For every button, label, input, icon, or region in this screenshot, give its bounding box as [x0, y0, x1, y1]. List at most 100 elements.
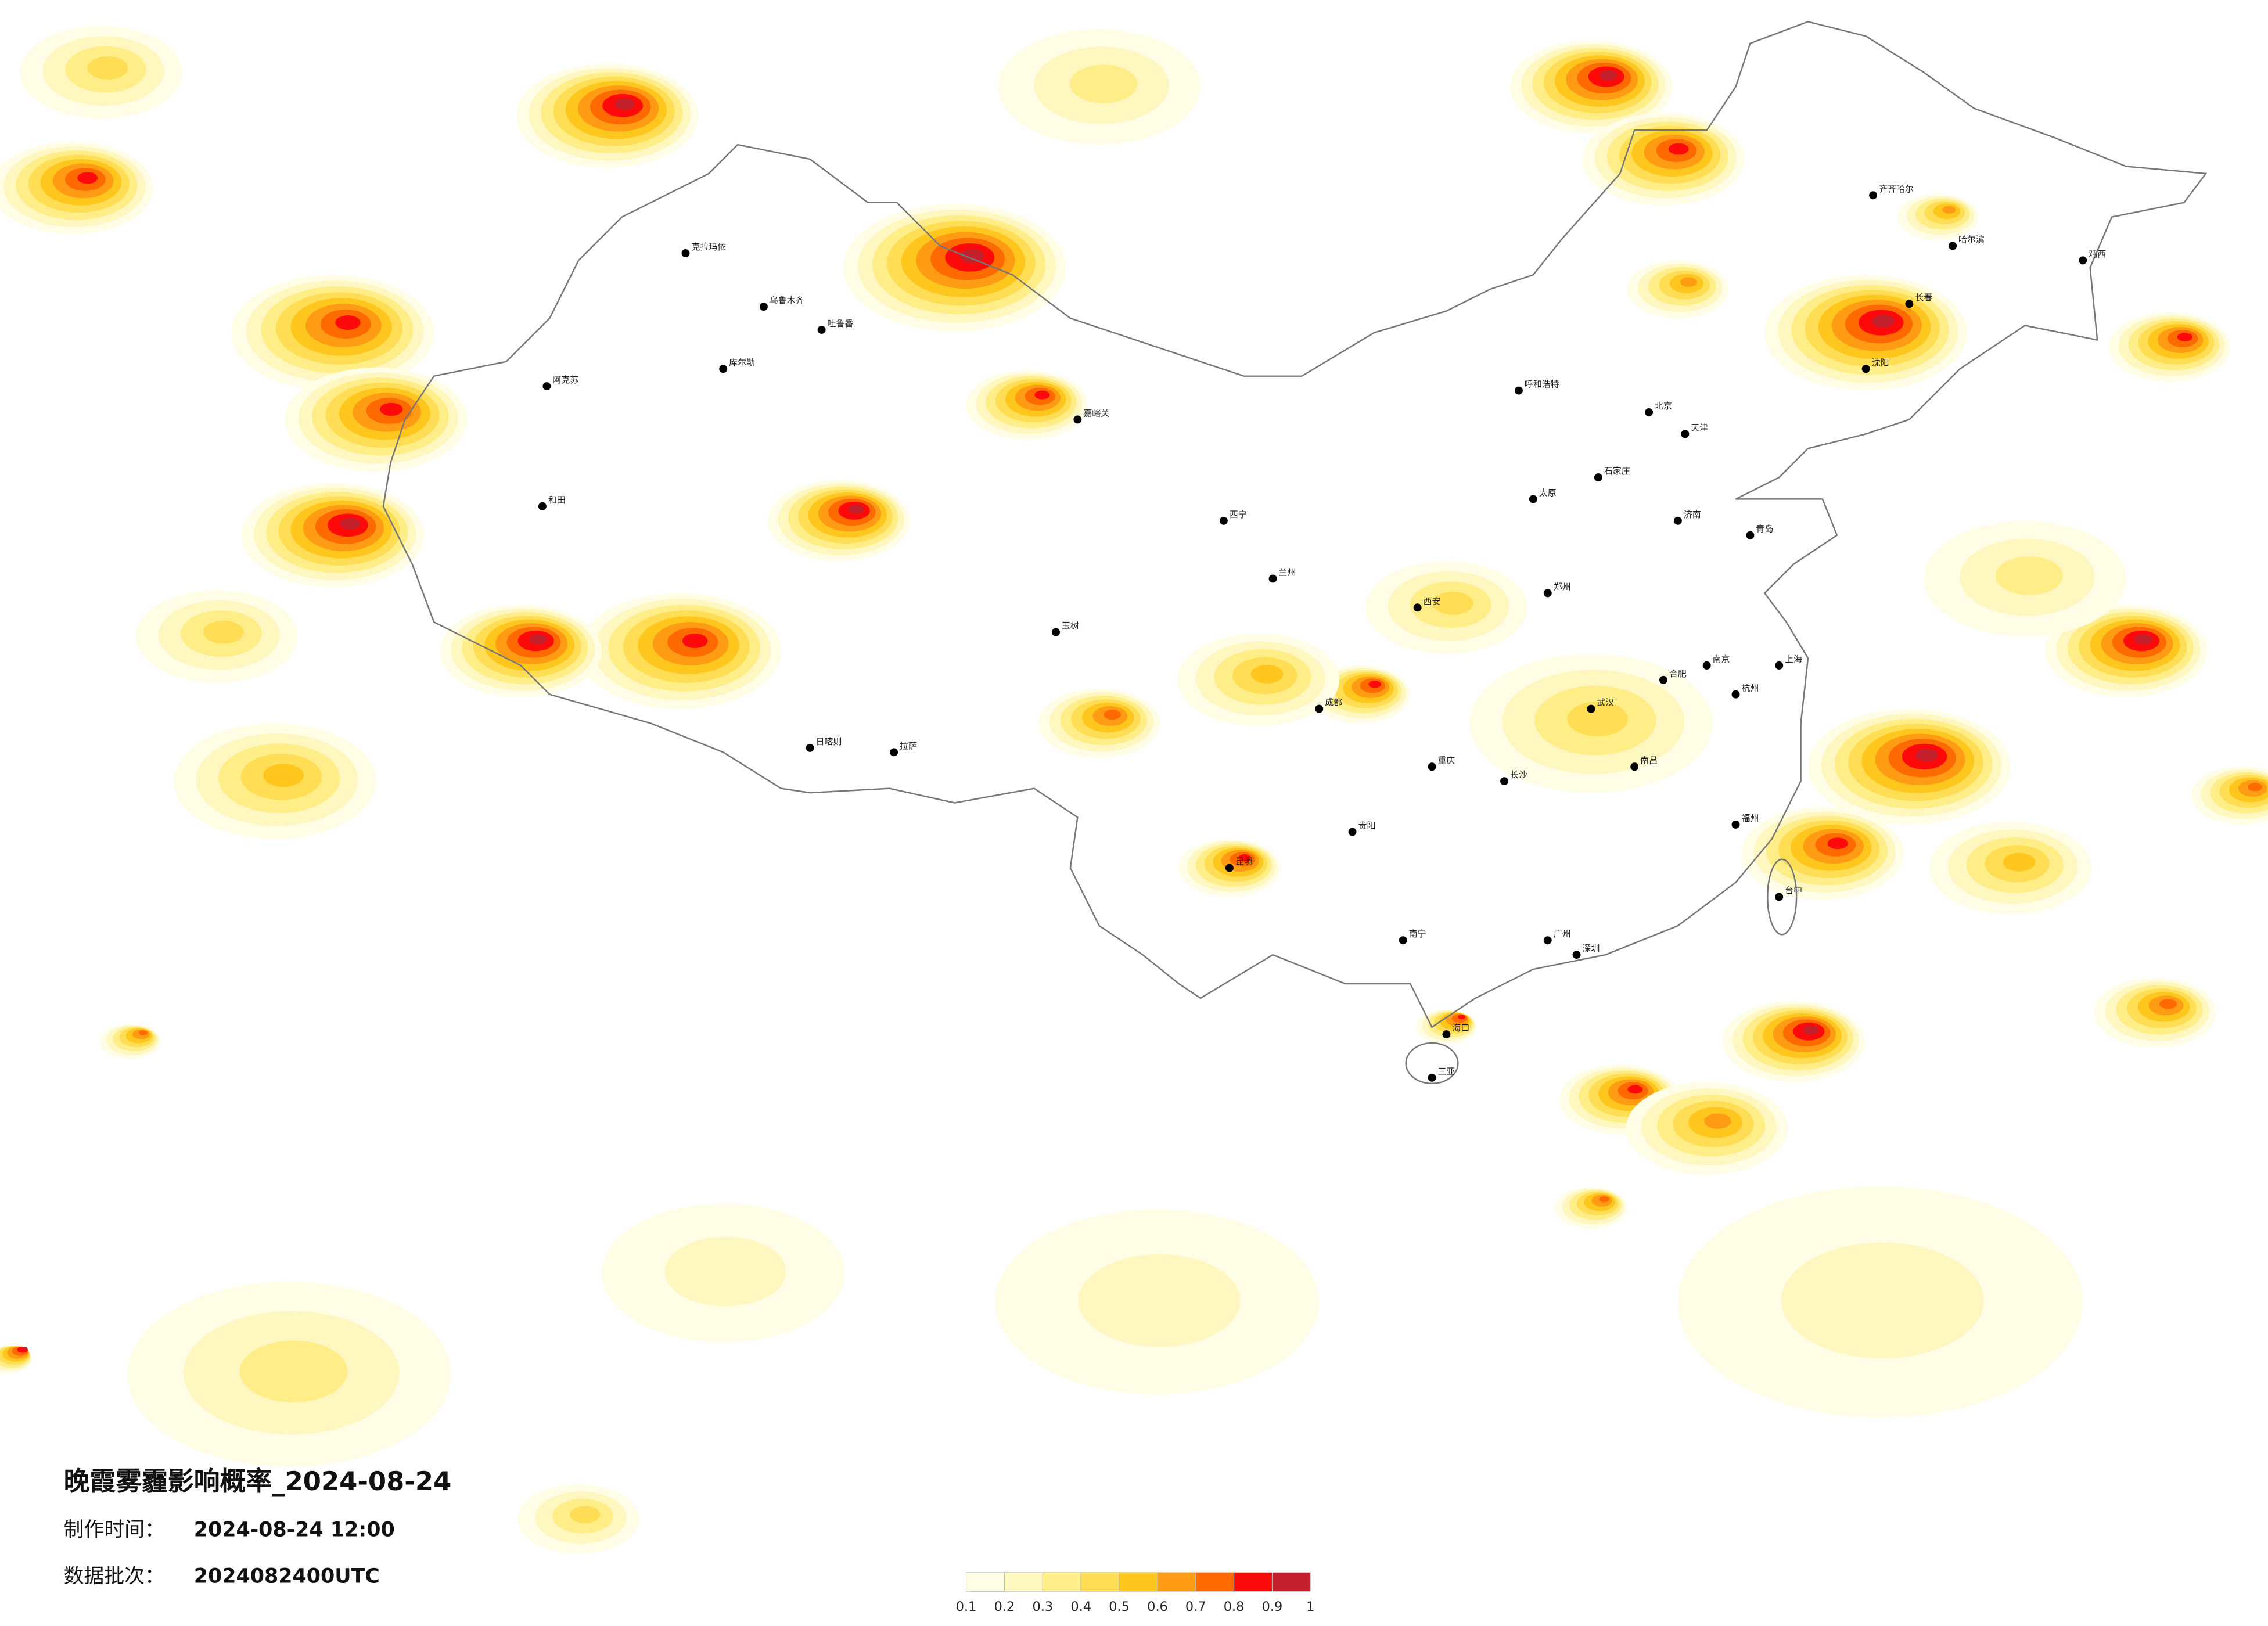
legend: 0.1 0.2 0.3 0.4 0.5 0.6 0.7 0.8 0.9 1 — [956, 1572, 1314, 1614]
city-label: 长春 — [1915, 292, 1932, 303]
city-label: 日喀则 — [816, 736, 842, 747]
city-label: 济南 — [1684, 509, 1701, 520]
city-dot — [1587, 704, 1595, 713]
probability-patch — [2248, 783, 2263, 792]
city-dot — [1073, 415, 1082, 424]
city-dot — [1775, 661, 1784, 670]
city-dot — [1949, 242, 1957, 250]
city-label: 玉树 — [1062, 621, 1079, 631]
city-label: 台中 — [1785, 886, 1802, 896]
city-label: 太原 — [1539, 487, 1557, 498]
city-label: 乌鲁木齐 — [770, 295, 804, 305]
city-dot — [2079, 256, 2087, 265]
city-label: 嘉峪关 — [1083, 408, 1109, 418]
city-dot — [806, 743, 814, 752]
city-label: 郑州 — [1554, 581, 1571, 592]
probability-patch — [335, 315, 361, 330]
city-label: 沈阳 — [1872, 357, 1889, 368]
city-dot — [1514, 386, 1523, 395]
city-label: 鸡西 — [2089, 249, 2106, 259]
probability-patch — [570, 1506, 601, 1524]
legend-tick-label: 0.5 — [1109, 1599, 1130, 1614]
legend-swatch — [1234, 1572, 1273, 1592]
probability-patch — [1458, 1015, 1466, 1019]
city-label: 克拉玛依 — [691, 242, 726, 252]
city-label: 和田 — [548, 495, 566, 505]
legend-tick-label: 0.6 — [1147, 1599, 1168, 1614]
made-time: 2024-08-24 12:00 — [194, 1519, 395, 1542]
legend-swatch — [1004, 1572, 1043, 1592]
probability-patch — [77, 172, 98, 184]
city-dot — [1681, 430, 1690, 438]
city-dot — [1442, 1030, 1451, 1039]
probability-patch — [1704, 1113, 1731, 1129]
probability-patch — [21, 1347, 27, 1350]
probability-patch — [959, 249, 984, 264]
city-dot — [1731, 820, 1740, 829]
probability-patch — [682, 634, 708, 649]
city-label: 吐鲁番 — [828, 318, 854, 329]
city-label: 齐齐哈尔 — [1879, 184, 1914, 194]
city-label: 合肥 — [1669, 668, 1687, 679]
probability-patch — [1567, 702, 1628, 736]
city-label: 南宁 — [1409, 929, 1426, 939]
city-label: 贵阳 — [1358, 820, 1376, 830]
city-dot — [1529, 495, 1537, 503]
probability-patch — [1078, 1254, 1241, 1347]
city-label: 天津 — [1691, 422, 1708, 433]
city-label: 库尔勒 — [729, 357, 755, 368]
legend-tick-label: 0.3 — [1033, 1599, 1054, 1614]
city-label: 南昌 — [1640, 755, 1658, 765]
probability-field — [0, 26, 2268, 1554]
city-dot — [1905, 300, 1914, 308]
probability-patch — [1034, 390, 1050, 400]
legend-swatch — [1157, 1572, 1196, 1592]
probability-patch — [340, 517, 361, 530]
city-label: 南京 — [1713, 654, 1730, 664]
country-border — [382, 21, 2208, 1028]
probability-patch — [1872, 314, 1895, 328]
probability-patch — [1781, 1242, 1984, 1359]
probability-patch — [2003, 852, 2036, 872]
city-dot — [1775, 893, 1784, 901]
probability-patch — [529, 634, 547, 645]
legend-tick-label: 0.9 — [1262, 1599, 1283, 1614]
city-label: 呼和浩特 — [1525, 379, 1559, 390]
probability-patch — [664, 1236, 786, 1307]
probability-patch — [1942, 206, 1956, 214]
city-label: 北京 — [1655, 401, 1672, 411]
city-dot — [1399, 936, 1407, 945]
legend-tick-label: 0.1 — [956, 1599, 977, 1614]
city-label: 兰州 — [1279, 567, 1296, 577]
city-dot — [759, 303, 768, 311]
city-dot — [1348, 828, 1357, 836]
probability-patch — [1598, 1196, 1609, 1203]
legend-swatch — [1080, 1572, 1120, 1592]
probability-patch — [1250, 664, 1284, 684]
probability-patch — [1668, 143, 1689, 155]
probability-patch — [1915, 749, 1938, 762]
probability-patch — [1368, 681, 1382, 688]
city-dot — [1645, 408, 1654, 416]
city-dot — [719, 365, 728, 373]
city-label: 哈尔滨 — [1958, 235, 1985, 245]
city-dot — [542, 382, 551, 391]
probability-patch — [1238, 854, 1251, 862]
city-dot — [1673, 516, 1682, 525]
city-dot — [1219, 516, 1228, 525]
probability-patch — [2177, 332, 2192, 341]
city-dot — [1869, 191, 1878, 200]
legend-tick-label: 0.7 — [1185, 1599, 1206, 1614]
legend-tick-label: 0.2 — [994, 1599, 1015, 1614]
city-dot — [890, 748, 898, 757]
city-dot — [1731, 690, 1740, 699]
legend-swatch — [1042, 1572, 1081, 1592]
probability-patch — [239, 1340, 348, 1402]
city-dot — [1702, 661, 1711, 670]
city-dot — [1315, 704, 1324, 713]
city-dot — [681, 249, 690, 257]
island-border — [1767, 858, 1798, 936]
city-dot — [1630, 762, 1639, 771]
probability-patch — [1627, 1085, 1643, 1094]
city-dot — [1225, 864, 1234, 872]
